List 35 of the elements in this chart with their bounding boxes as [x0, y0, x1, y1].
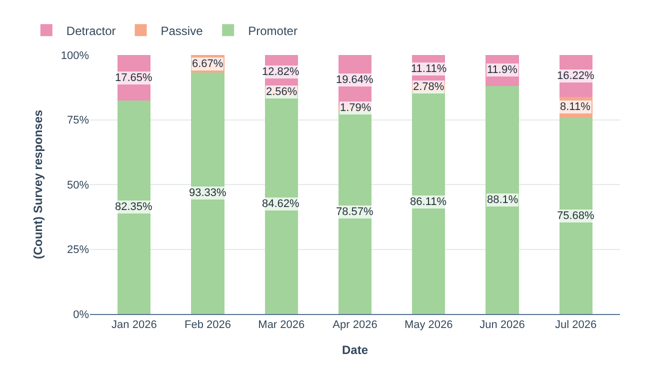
- x-axis-title: Date: [342, 343, 368, 358]
- data-label: 1.79%: [340, 102, 372, 114]
- x-tick-label: Feb 2026: [184, 319, 232, 332]
- x-tick-label: May 2026: [404, 319, 453, 332]
- data-label: 17.65%: [115, 72, 153, 84]
- legend-label: Promoter: [248, 24, 298, 38]
- data-label: 19.64%: [336, 74, 374, 86]
- data-label: 78.57%: [336, 206, 374, 218]
- data-label: 8.11%: [560, 101, 591, 113]
- data-label: 93.33%: [189, 187, 227, 199]
- data-label: 84.62%: [262, 198, 300, 210]
- legend-label: Passive: [160, 24, 204, 38]
- data-label: 2.56%: [266, 86, 298, 98]
- x-tick-label: Jul 2026: [555, 319, 597, 332]
- y-tick-label: 100%: [60, 50, 90, 62]
- data-label: 88.1%: [487, 194, 518, 206]
- x-tick-label: Mar 2026: [258, 319, 305, 332]
- x-tick-label: Jun 2026: [480, 319, 525, 332]
- legend-label: Detractor: [66, 24, 116, 38]
- data-label: 12.82%: [262, 66, 300, 78]
- data-label: 2.78%: [413, 81, 444, 93]
- y-axis-title: (Count) Survey responses: [31, 109, 46, 260]
- data-label: 11.11%: [411, 63, 447, 75]
- y-tick-label: 0%: [73, 308, 90, 321]
- y-tick-label: 50%: [66, 179, 90, 192]
- data-label: 6.67%: [192, 58, 224, 70]
- data-label: 16.22%: [557, 70, 595, 82]
- x-tick-label: Apr 2026: [332, 319, 378, 332]
- data-label: 82.35%: [115, 201, 153, 213]
- x-tick-label: Jan 2026: [112, 319, 157, 332]
- y-tick-label: 75%: [66, 114, 90, 127]
- y-tick-label: 25%: [66, 244, 90, 256]
- data-label: 11.9%: [487, 64, 518, 76]
- data-label: 75.68%: [557, 210, 595, 222]
- data-label: 86.11%: [410, 196, 447, 208]
